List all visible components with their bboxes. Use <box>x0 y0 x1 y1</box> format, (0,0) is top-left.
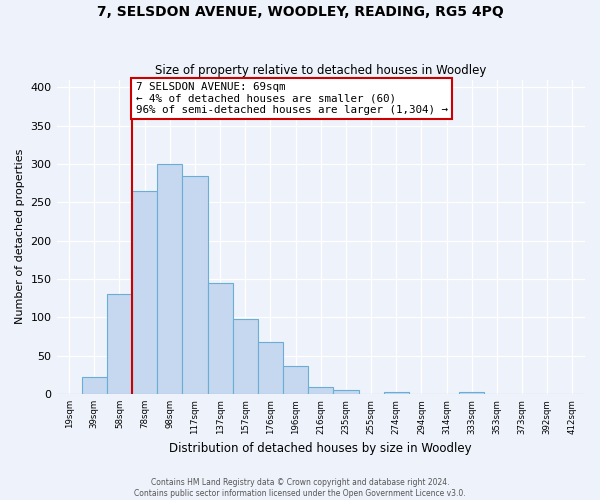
Bar <box>233 319 258 394</box>
X-axis label: Distribution of detached houses by size in Woodley: Distribution of detached houses by size … <box>169 442 472 455</box>
Bar <box>459 392 484 394</box>
Title: Size of property relative to detached houses in Woodley: Size of property relative to detached ho… <box>155 64 487 77</box>
Text: Contains HM Land Registry data © Crown copyright and database right 2024.
Contai: Contains HM Land Registry data © Crown c… <box>134 478 466 498</box>
Bar <box>107 294 132 394</box>
Bar <box>208 282 233 394</box>
Bar <box>283 366 308 394</box>
Bar <box>82 377 107 394</box>
Bar <box>182 176 208 394</box>
Bar <box>334 390 359 394</box>
Bar <box>258 342 283 394</box>
Bar <box>157 164 182 394</box>
Bar <box>308 387 334 394</box>
Bar <box>383 392 409 394</box>
Y-axis label: Number of detached properties: Number of detached properties <box>15 149 25 324</box>
Text: 7, SELSDON AVENUE, WOODLEY, READING, RG5 4PQ: 7, SELSDON AVENUE, WOODLEY, READING, RG5… <box>97 5 503 19</box>
Bar <box>132 190 157 394</box>
Text: 7 SELSDON AVENUE: 69sqm
← 4% of detached houses are smaller (60)
96% of semi-det: 7 SELSDON AVENUE: 69sqm ← 4% of detached… <box>136 82 448 115</box>
